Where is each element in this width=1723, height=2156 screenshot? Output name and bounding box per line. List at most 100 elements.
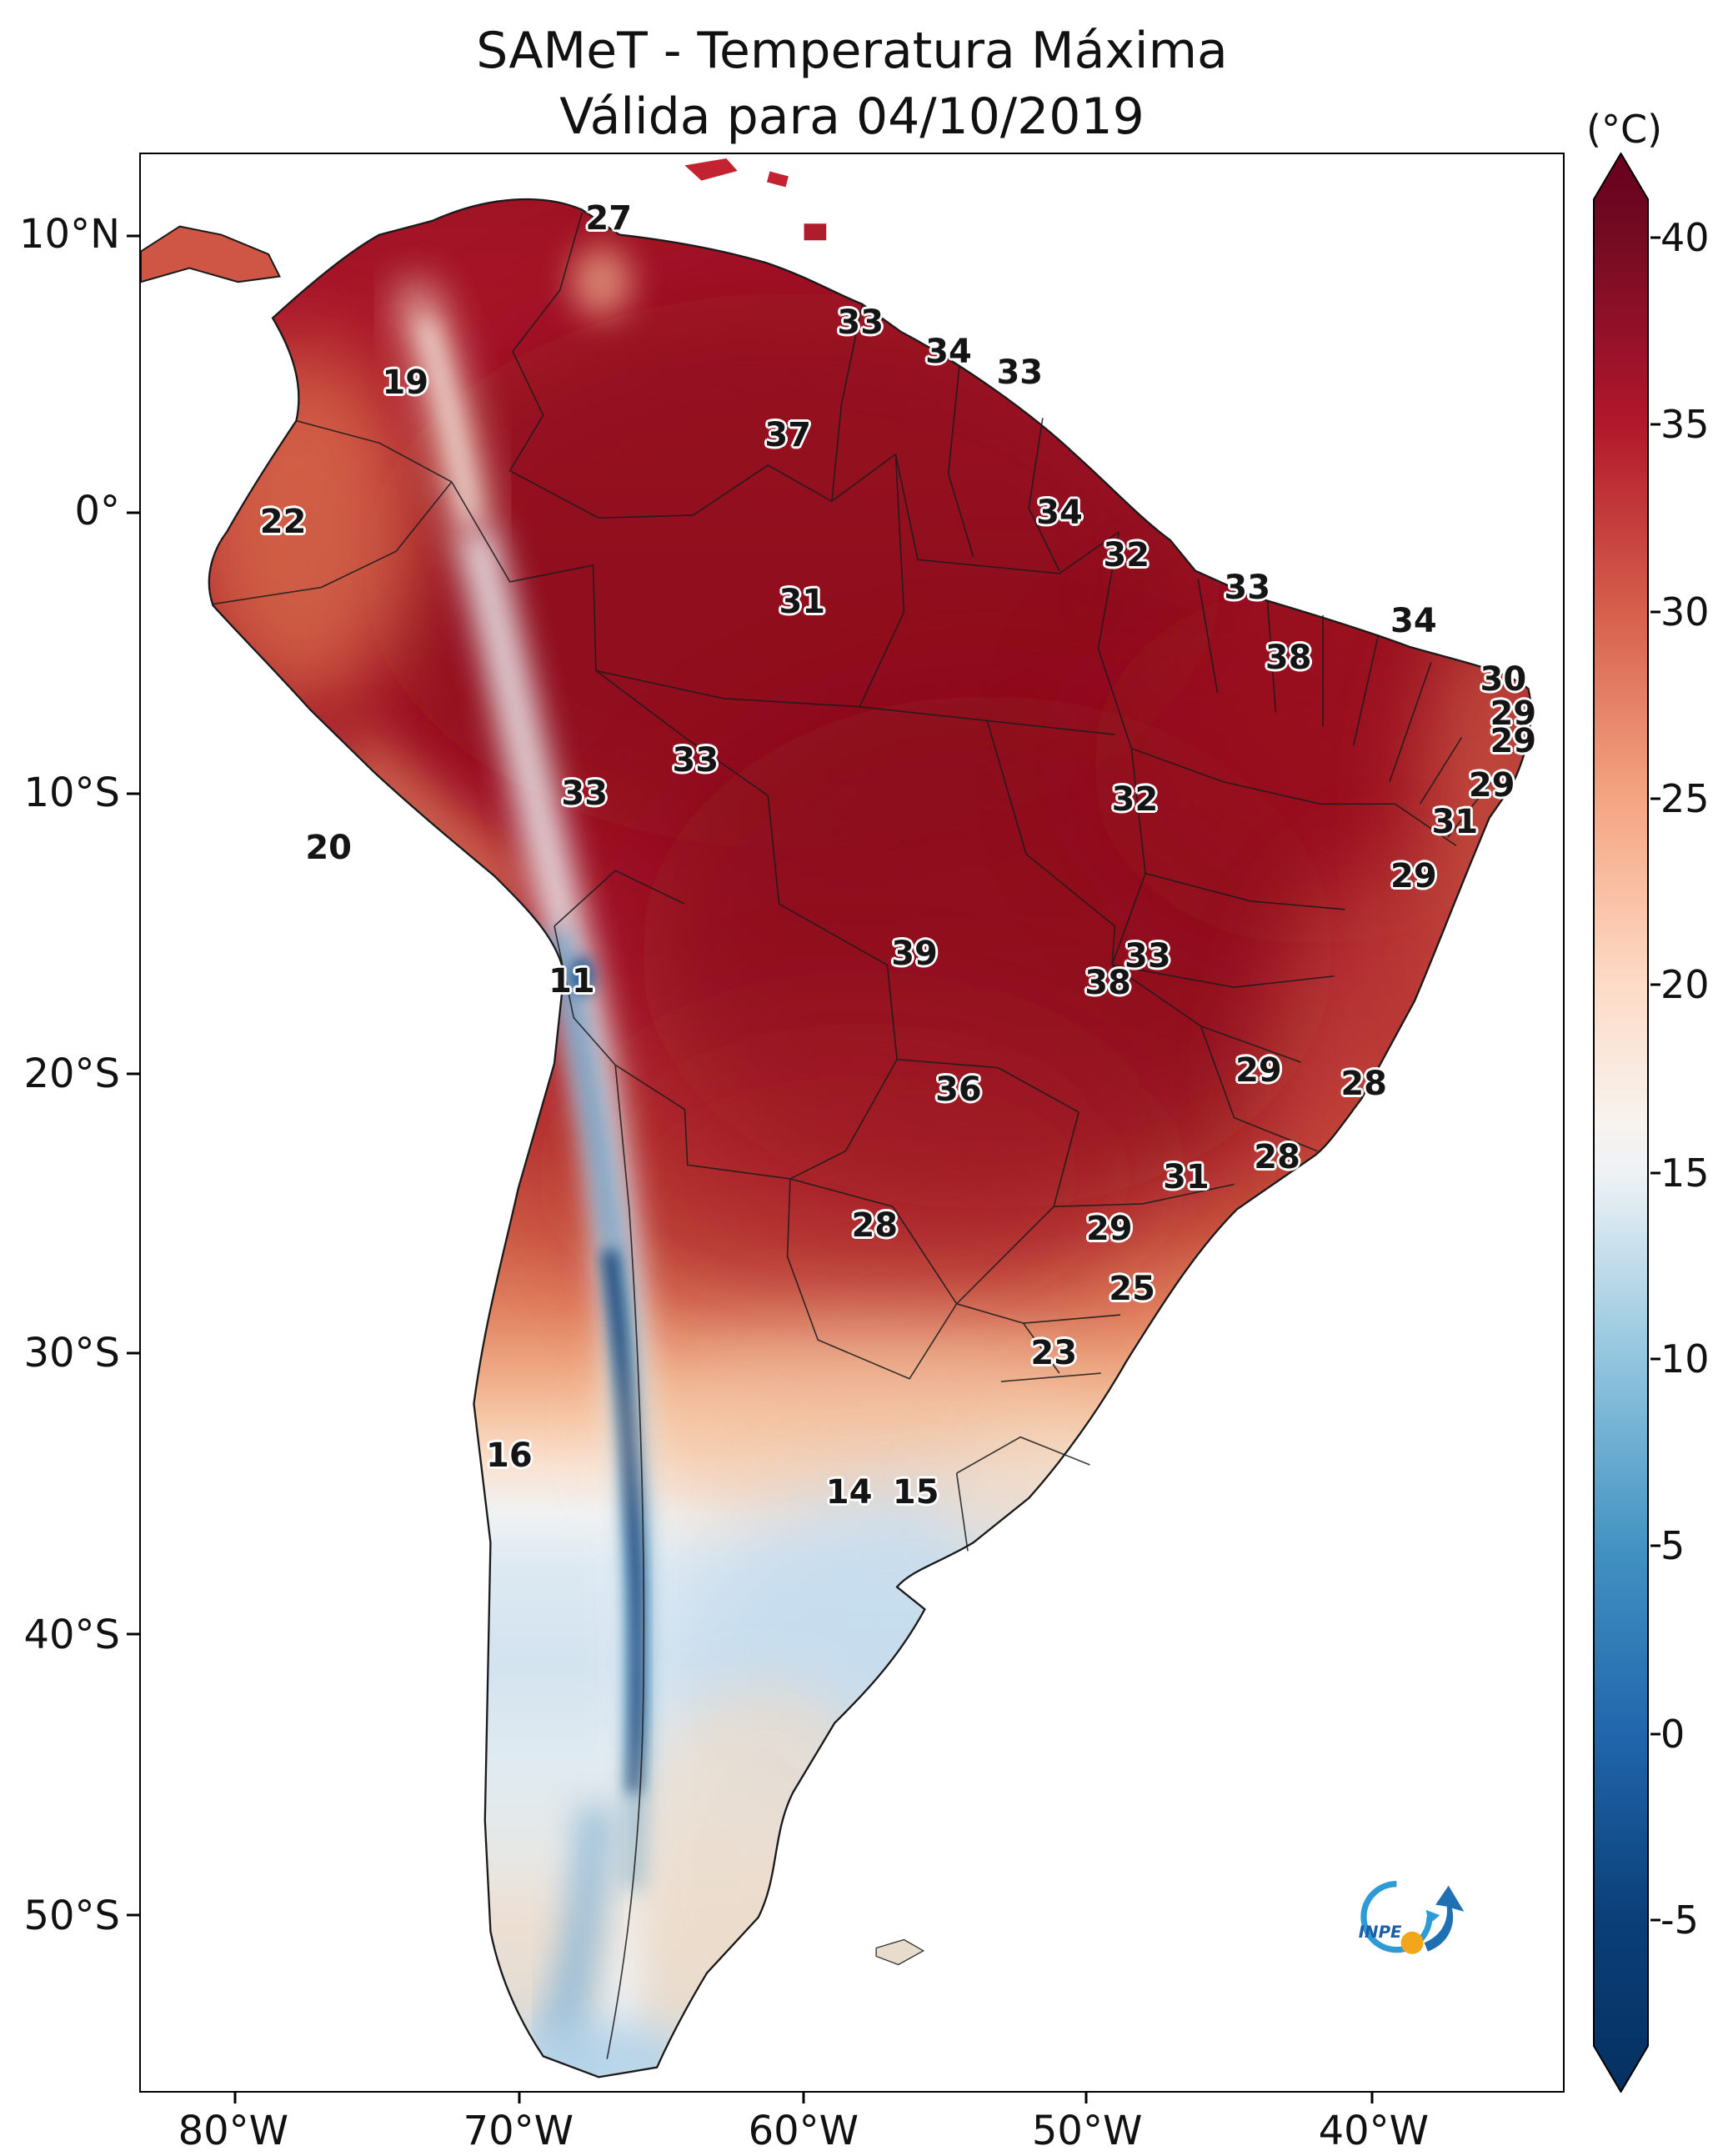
central-america-land <box>141 225 281 283</box>
temp-label: 27 <box>585 198 633 238</box>
y-tick-label: 10°N <box>19 210 120 258</box>
x-tick-mark <box>1370 2091 1374 2103</box>
colorbar-tick-label: -5 <box>1660 1897 1699 1943</box>
title-line2: Válida para 04/10/2019 <box>559 88 1144 147</box>
chart-title: SAMeT - Temperatura Máxima Válida para 0… <box>139 18 1565 150</box>
temperature-shading <box>208 245 1531 2078</box>
temp-label: 28 <box>1340 1065 1387 1104</box>
temp-label: 30 <box>1480 659 1527 699</box>
temp-label: 34 <box>1390 601 1437 640</box>
temp-label: 15 <box>892 1473 939 1512</box>
temp-label: 36 <box>935 1070 982 1109</box>
political-borders <box>213 212 1499 2059</box>
temp-label: 20 <box>305 828 353 867</box>
colorbar-tick-label: 10 <box>1660 1336 1710 1382</box>
temp-label: 29 <box>1468 766 1515 805</box>
x-tick-label: 80°W <box>178 2108 289 2154</box>
temp-label: 29 <box>1390 857 1437 896</box>
y-tick-mark <box>127 1072 139 1075</box>
y-tick-mark <box>127 511 139 514</box>
y-tick-label: 0° <box>74 488 120 535</box>
title-line1: SAMeT - Temperatura Máxima <box>476 22 1228 80</box>
logo-orange-dot <box>1400 1931 1424 1954</box>
temp-label: 34 <box>1036 493 1083 532</box>
logo-arrow <box>1424 1885 1464 1952</box>
temp-label: 25 <box>1109 1270 1155 1309</box>
temp-label: 28 <box>851 1206 899 1245</box>
colorbar-tick-mark <box>1650 983 1660 986</box>
colorbar <box>1593 153 1660 2093</box>
temp-label: 33 <box>996 353 1044 393</box>
inpe-logo: INPE <box>1358 1880 1464 1954</box>
colorbar-tick-mark <box>1650 1918 1660 1922</box>
temp-label: 14 <box>825 1473 873 1512</box>
y-tick-label: 10°S <box>23 769 120 816</box>
temp-label: 33 <box>1224 569 1271 608</box>
colorbar-unit-label: (°C) <box>1586 107 1663 152</box>
map-plot-area: 27 33 34 33 19 37 22 34 32 33 34 31 38 30 29 29 33 29 33 32… <box>127 153 1565 2103</box>
y-tick-label: 20°S <box>23 1050 120 1098</box>
x-tick-mark <box>233 2091 237 2103</box>
temp-label: 33 <box>837 303 884 343</box>
x-tick-label: 50°W <box>1031 2108 1143 2154</box>
x-tick-mark <box>518 2091 521 2103</box>
temp-label: 34 <box>925 332 972 371</box>
x-tick-label: 70°W <box>463 2108 574 2154</box>
logo-swirl-arrowhead <box>1425 1909 1440 1925</box>
y-tick-label: 50°S <box>23 1893 120 1940</box>
temp-label: 16 <box>486 1436 533 1476</box>
temp-label: 33 <box>561 774 609 813</box>
temp-label: 23 <box>1030 1333 1078 1372</box>
colorbar-tick-label: 40 <box>1660 215 1710 261</box>
temp-label: 33 <box>1124 936 1171 975</box>
colorbar-tick-label: 30 <box>1660 589 1710 635</box>
colorbar-tick-label: 0 <box>1660 1711 1685 1757</box>
temp-label: 38 <box>1084 964 1131 1003</box>
colorbar-tick-label: 25 <box>1660 775 1710 821</box>
temp-label: 31 <box>779 582 826 621</box>
x-tick-mark <box>802 2091 805 2103</box>
temp-label: 11 <box>548 961 595 1000</box>
temp-label: 29 <box>1235 1050 1282 1090</box>
colorbar-tick-label: 20 <box>1660 962 1710 1008</box>
colorbar-labels: 40 35 30 25 20 15 10 5 0 -5 <box>1660 153 1723 2093</box>
y-tick-label: 30°S <box>23 1330 120 1377</box>
temp-label: 31 <box>1163 1157 1210 1196</box>
temp-label: 29 <box>1490 721 1537 760</box>
y-tick-label: 40°S <box>23 1611 120 1658</box>
colorbar-tick-label: 15 <box>1660 1151 1710 1196</box>
temp-label: 32 <box>1103 535 1150 574</box>
south-america-map <box>141 158 1532 2078</box>
temp-label: 32 <box>1111 780 1159 819</box>
colorbar-tick-mark <box>1650 1544 1660 1547</box>
colorbar-tick-label: 5 <box>1660 1522 1685 1568</box>
temp-label: 29 <box>1085 1210 1133 1249</box>
temp-label: 38 <box>1265 638 1312 677</box>
temp-label: 19 <box>382 364 429 403</box>
y-tick-mark <box>127 792 139 795</box>
y-axis-labels: 10°N 0° 10°S 20°S 30°S 40°S 50°S <box>0 153 132 2093</box>
temp-label: 28 <box>1254 1138 1300 1177</box>
colorbar-tick-mark <box>1650 610 1660 614</box>
colorbar-tick-mark <box>1650 1732 1660 1735</box>
colorbar-tick-mark <box>1650 423 1660 426</box>
temp-label: 33 <box>672 741 719 780</box>
x-tick-mark <box>1084 2091 1088 2103</box>
x-axis-labels: 80°W 70°W 60°W 50°W 40°W <box>139 2101 1565 2154</box>
colorbar-tick-label: 35 <box>1660 401 1710 447</box>
y-tick-mark <box>127 1913 139 1917</box>
temp-labels-layer: 27 33 34 33 19 37 22 34 32 33 34 31 38 30 29 29 33 29 33 32… <box>141 154 1563 2091</box>
colorbar-tick-mark <box>1650 236 1660 239</box>
y-tick-mark <box>127 1351 139 1355</box>
colorbar-tick-mark <box>1650 1171 1660 1175</box>
islands <box>684 158 925 1966</box>
colorbar-tick-mark <box>1650 1357 1660 1361</box>
temp-label: 22 <box>259 503 307 542</box>
temp-label: 31 <box>1431 803 1479 842</box>
x-tick-label: 40°W <box>1318 2108 1430 2154</box>
inpe-logo-text: INPE <box>1358 1923 1401 1942</box>
colorbar-tick-mark <box>1650 797 1660 800</box>
y-tick-mark <box>127 234 139 238</box>
colorbar-gradient <box>1593 153 1649 2093</box>
x-tick-label: 60°W <box>748 2108 859 2154</box>
